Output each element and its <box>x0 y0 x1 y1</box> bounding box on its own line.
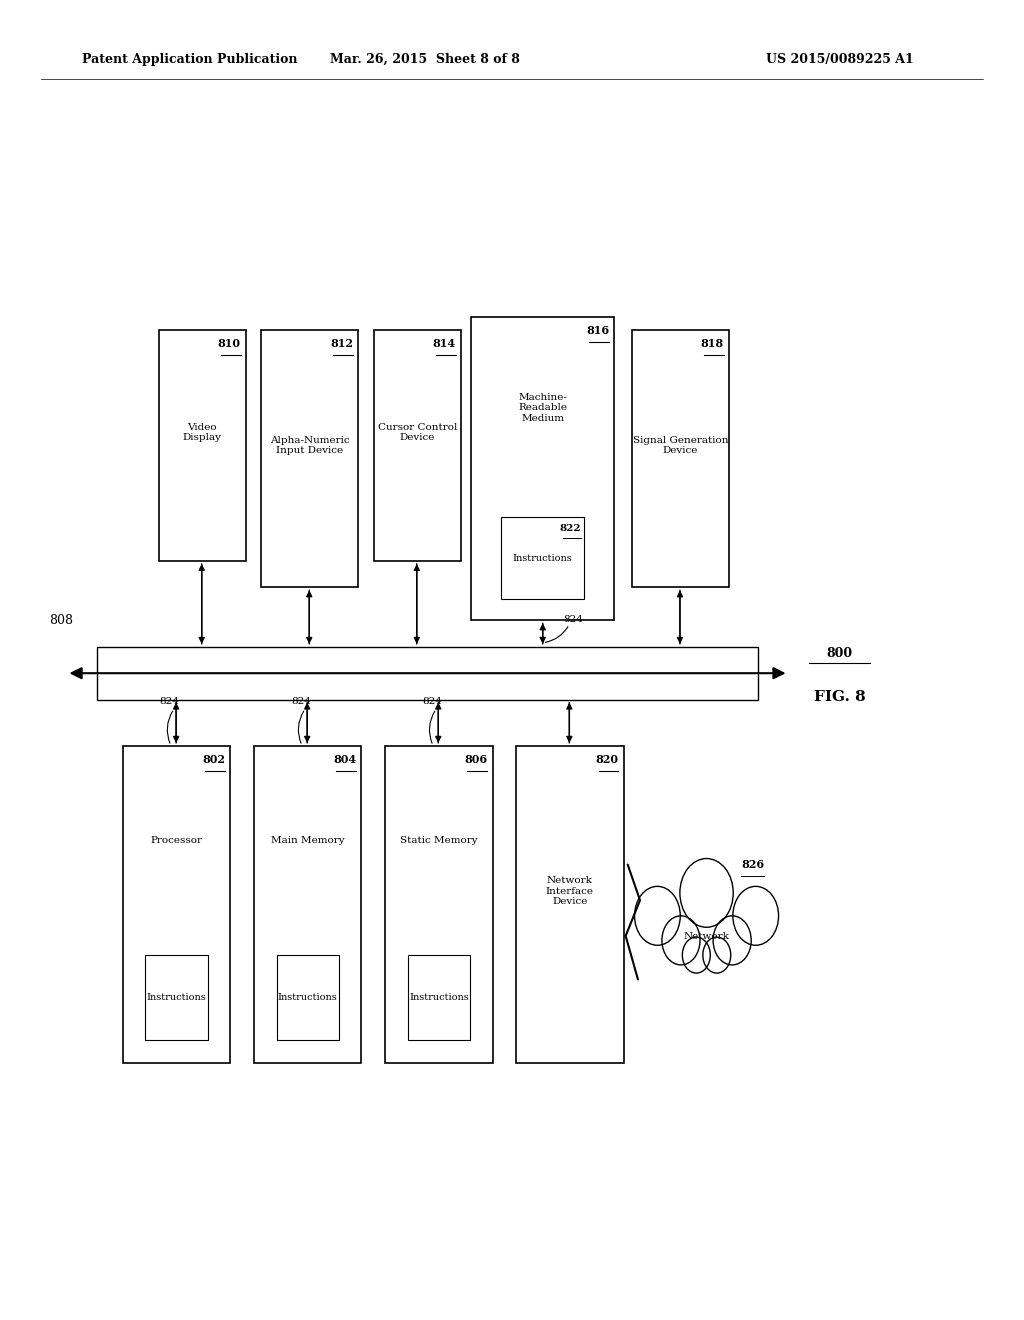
Text: Static Memory: Static Memory <box>400 837 477 845</box>
Text: Signal Generation
Device: Signal Generation Device <box>633 436 728 455</box>
Text: Instructions: Instructions <box>278 993 338 1002</box>
Text: 824: 824 <box>291 697 310 706</box>
Text: 824: 824 <box>563 615 583 624</box>
Text: Network: Network <box>684 932 729 941</box>
Text: Processor: Processor <box>151 837 203 845</box>
Text: 814: 814 <box>432 338 456 348</box>
Text: 820: 820 <box>596 754 618 764</box>
Text: FIG. 8: FIG. 8 <box>814 690 865 705</box>
FancyBboxPatch shape <box>385 746 493 1063</box>
Text: 826: 826 <box>741 858 765 870</box>
Text: Video
Display: Video Display <box>182 422 222 442</box>
Text: 808: 808 <box>49 614 74 627</box>
Text: Cursor Control
Device: Cursor Control Device <box>378 422 457 442</box>
FancyBboxPatch shape <box>159 330 246 561</box>
Text: 810: 810 <box>218 338 241 348</box>
Circle shape <box>662 916 700 965</box>
FancyBboxPatch shape <box>471 317 614 620</box>
Text: Patent Application Publication: Patent Application Publication <box>82 53 297 66</box>
FancyBboxPatch shape <box>516 746 624 1063</box>
FancyBboxPatch shape <box>374 330 461 561</box>
Circle shape <box>682 937 711 973</box>
Circle shape <box>733 886 778 945</box>
Text: 812: 812 <box>331 338 353 348</box>
FancyBboxPatch shape <box>408 954 470 1040</box>
Text: 800: 800 <box>826 647 853 660</box>
Text: 824: 824 <box>422 697 441 706</box>
Text: 802: 802 <box>203 754 225 764</box>
Circle shape <box>702 937 731 973</box>
Circle shape <box>680 858 733 927</box>
FancyBboxPatch shape <box>501 517 585 599</box>
Text: Main Memory: Main Memory <box>271 837 344 845</box>
FancyBboxPatch shape <box>276 954 339 1040</box>
FancyBboxPatch shape <box>123 746 230 1063</box>
Text: Alpha-Numeric
Input Device: Alpha-Numeric Input Device <box>270 436 349 455</box>
Text: Machine-
Readable
Medium: Machine- Readable Medium <box>518 393 567 422</box>
Text: Network
Interface
Device: Network Interface Device <box>546 876 594 906</box>
Text: Mar. 26, 2015  Sheet 8 of 8: Mar. 26, 2015 Sheet 8 of 8 <box>330 53 520 66</box>
FancyBboxPatch shape <box>254 746 361 1063</box>
Circle shape <box>635 886 680 945</box>
Text: Instructions: Instructions <box>513 553 572 562</box>
Circle shape <box>713 916 752 965</box>
Text: US 2015/0089225 A1: US 2015/0089225 A1 <box>766 53 913 66</box>
Text: Instructions: Instructions <box>409 993 469 1002</box>
Text: 822: 822 <box>559 524 582 533</box>
FancyBboxPatch shape <box>261 330 358 587</box>
Text: 818: 818 <box>700 338 724 348</box>
Text: 816: 816 <box>586 325 609 335</box>
Text: 806: 806 <box>464 754 487 764</box>
Text: 804: 804 <box>333 754 356 764</box>
Text: Instructions: Instructions <box>146 993 207 1002</box>
Text: 824: 824 <box>160 697 179 706</box>
FancyBboxPatch shape <box>97 647 758 700</box>
FancyBboxPatch shape <box>632 330 729 587</box>
FancyBboxPatch shape <box>145 954 208 1040</box>
